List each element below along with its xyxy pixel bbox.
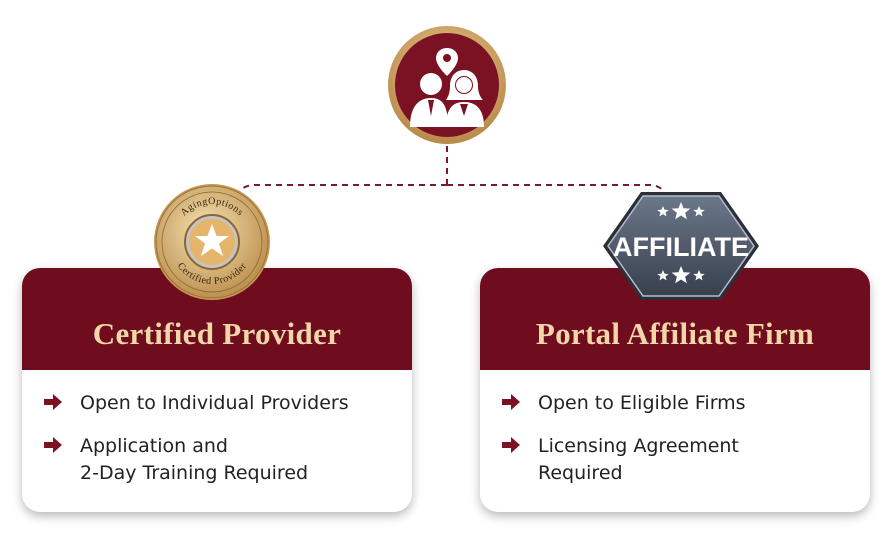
list-item: Licensing Agreement Required [502, 433, 870, 487]
people-with-location-pin-icon [388, 26, 506, 144]
portal-affiliate-firm-card: Portal Affiliate Firm Open to Eligible F… [480, 268, 870, 512]
card-header: Portal Affiliate Firm [480, 268, 870, 370]
arrow-right-icon [44, 437, 62, 453]
list-item: Open to Individual Providers [44, 390, 412, 417]
certified-provider-seal: AgingOptions Certified Provider [154, 184, 270, 300]
card-body: Open to Eligible Firms Licensing Agreeme… [480, 370, 870, 487]
list-item-text: Open to Individual Providers [80, 392, 349, 414]
arrow-right-icon [502, 437, 520, 453]
list-item-text: Licensing Agreement Required [538, 435, 739, 484]
list-item-text: Application and 2-Day Training Required [80, 435, 309, 484]
card-header: Certified Provider [22, 268, 412, 370]
card-title: Certified Provider [92, 316, 342, 351]
arrow-right-icon [44, 394, 62, 410]
star-icon [195, 224, 229, 256]
affiliate-badge-label: AFFILIATE [613, 232, 749, 262]
card-body: Open to Individual Providers Application… [22, 370, 412, 487]
card-title: Portal Affiliate Firm [535, 316, 815, 351]
affiliate-badge: AFFILIATE [603, 192, 759, 300]
certified-provider-card: Certified Provider Open to Individual Pr… [22, 268, 412, 512]
arrow-right-icon [502, 394, 520, 410]
stars-icon [657, 202, 705, 284]
list-item: Open to Eligible Firms [502, 390, 870, 417]
list-item-text: Open to Eligible Firms [538, 392, 746, 414]
list-item: Application and 2-Day Training Required [44, 433, 412, 487]
